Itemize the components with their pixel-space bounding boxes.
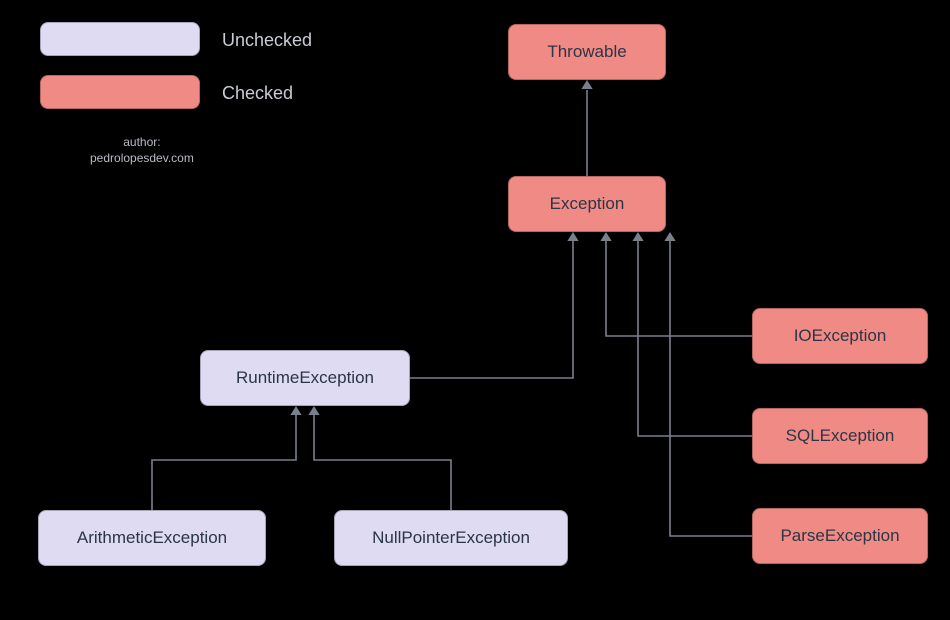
node-label: IOException (794, 326, 887, 346)
node-throwable: Throwable (508, 24, 666, 80)
legend-label-unchecked: Unchecked (222, 30, 312, 51)
node-parse-exception: ParseException (752, 508, 928, 564)
node-exception: Exception (508, 176, 666, 232)
node-label: ParseException (780, 526, 899, 546)
node-label: SQLException (786, 426, 895, 446)
author-credit: author: pedrolopesdev.com (90, 135, 194, 166)
node-io-exception: IOException (752, 308, 928, 364)
node-label: ArithmeticException (77, 528, 227, 548)
node-arithmetic-exception: ArithmeticException (38, 510, 266, 566)
node-nullpointer-exception: NullPointerException (334, 510, 568, 566)
legend-swatch-unchecked (40, 22, 200, 56)
node-label: RuntimeException (236, 368, 374, 388)
node-label: Throwable (547, 42, 626, 62)
node-label: Exception (550, 194, 625, 214)
legend-swatch-checked (40, 75, 200, 109)
author-line1: author: (123, 135, 160, 149)
author-line2: pedrolopesdev.com (90, 151, 194, 165)
node-runtime-exception: RuntimeException (200, 350, 410, 406)
node-label: NullPointerException (372, 528, 530, 548)
node-sql-exception: SQLException (752, 408, 928, 464)
legend-label-checked: Checked (222, 83, 293, 104)
